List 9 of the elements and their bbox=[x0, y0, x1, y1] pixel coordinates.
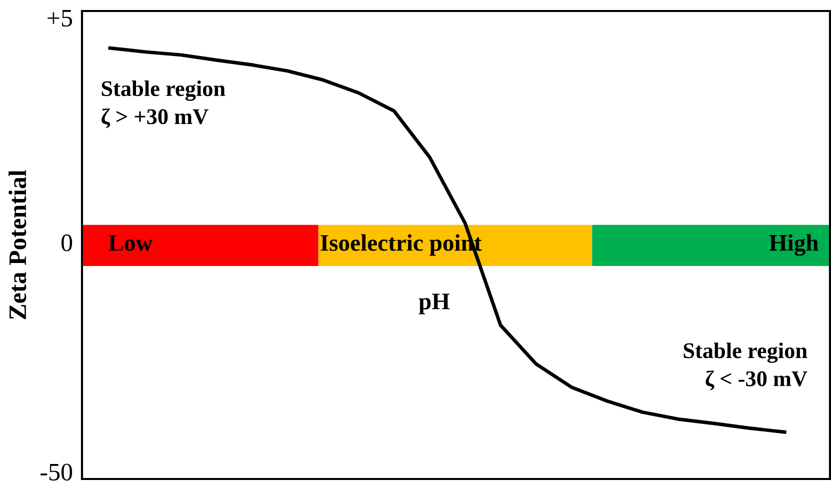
text: +5 bbox=[48, 10, 72, 27]
annotation: Low bbox=[108, 235, 153, 251]
annotation: Stable region ζ < -30 mV bbox=[684, 342, 808, 390]
text: -50 bbox=[40, 464, 72, 481]
annotation: High bbox=[769, 234, 818, 256]
x-axis-title: pH bbox=[418, 294, 450, 314]
y-axis-title: Zeta Potential bbox=[8, 170, 26, 320]
text: 0 bbox=[61, 234, 72, 252]
annotation: Stable region ζ > +30 mV bbox=[102, 80, 226, 128]
